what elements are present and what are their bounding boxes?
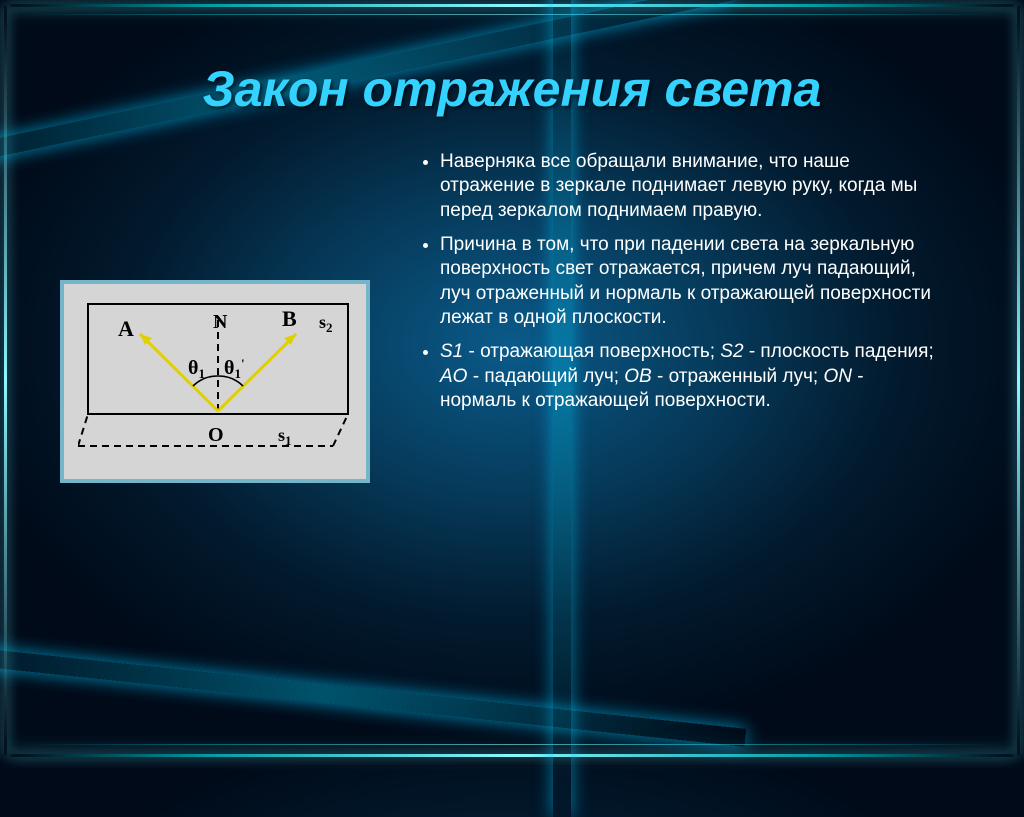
label-b: B	[282, 306, 297, 331]
sym-label: OB	[624, 366, 651, 387]
bullet-item: Причина в том, что при падении света на …	[440, 233, 944, 330]
frame-top	[10, 4, 1014, 7]
content-area: A N B s2 θ1 θ1' O s1 Наверняка все обращ…	[60, 150, 944, 727]
label-a: A	[118, 316, 134, 341]
label-o: O	[208, 424, 224, 446]
frame-bottom	[10, 754, 1014, 757]
bullet-item: S1 - отражающая поверхность; S2 - плоско…	[440, 340, 944, 413]
label-theta1: θ1	[188, 357, 205, 381]
text-part: - плоскость падения;	[744, 341, 934, 362]
bullet-item: Наверняка все обращали внимание, что наш…	[440, 150, 944, 223]
bullet-list: Наверняка все обращали внимание, что наш…	[418, 150, 944, 413]
text-part: - отражающая поверхность;	[463, 341, 720, 362]
diagram-svg: A N B s2 θ1 θ1' O s1	[78, 296, 358, 471]
text-part: - отраженный луч;	[652, 366, 824, 387]
sym-label: ON	[823, 366, 852, 387]
figure-column: A N B s2 θ1 θ1' O s1	[60, 150, 390, 483]
sym-label: S1	[440, 341, 463, 362]
frame-left	[4, 6, 7, 755]
label-n: N	[213, 311, 228, 333]
text-part: - падающий луч;	[467, 366, 624, 387]
reflection-diagram: A N B s2 θ1 θ1' O s1	[60, 280, 370, 483]
slide-title: Закон отражения света	[0, 60, 1024, 118]
sym-label: AO	[440, 366, 467, 387]
label-s1: s1	[278, 425, 292, 448]
frame-top-inner	[10, 14, 1014, 15]
text-column: Наверняка все обращали внимание, что наш…	[390, 150, 944, 423]
label-s2: s2	[319, 312, 333, 335]
frame-bottom-inner	[10, 744, 1014, 745]
frame-right	[1017, 6, 1020, 755]
sym-label: S2	[720, 341, 743, 362]
label-theta1p: θ1'	[224, 356, 245, 381]
